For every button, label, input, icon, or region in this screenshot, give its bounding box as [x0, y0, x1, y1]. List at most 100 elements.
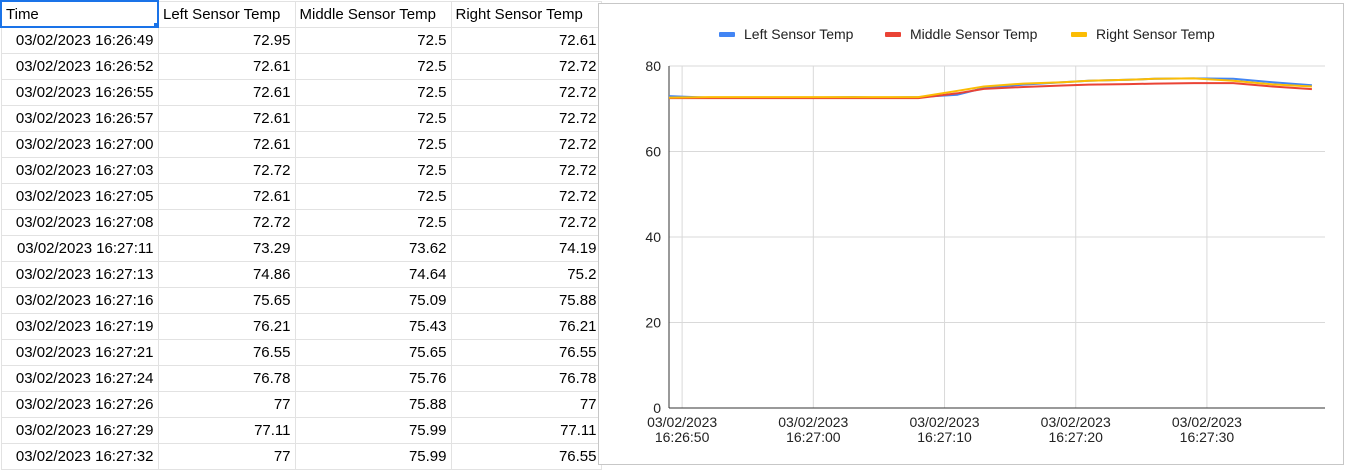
value-cell[interactable]: 72.72: [450, 78, 602, 106]
value-cell[interactable]: 72.61: [157, 52, 296, 80]
table-row: 03/02/2023 16:26:49 72.95 72.5 72.61: [0, 26, 602, 54]
time-cell[interactable]: 03/02/2023 16:27:19: [0, 312, 159, 340]
legend-swatch-right: [1071, 32, 1087, 37]
table-row: 03/02/2023 16:27:24 76.78 75.76 76.78: [0, 364, 602, 392]
time-cell[interactable]: 03/02/2023 16:27:32: [0, 442, 159, 470]
x-tick-label-time: 16:27:10: [917, 429, 972, 445]
value-cell[interactable]: 72.72: [450, 130, 602, 158]
value-cell[interactable]: 76.78: [450, 364, 602, 392]
table-row: 03/02/2023 16:27:03 72.72 72.5 72.72: [0, 156, 602, 184]
value-cell[interactable]: 72.61: [157, 78, 296, 106]
line-chart[interactable]: 0 20 40 60 80 03/02/2023 16:26:50 03/02/2023 16:…: [598, 3, 1344, 465]
value-cell[interactable]: 74.64: [294, 260, 452, 288]
value-cell[interactable]: 77: [450, 390, 602, 418]
value-cell[interactable]: 72.95: [157, 26, 296, 54]
value-cell[interactable]: 72.72: [450, 52, 602, 80]
value-cell[interactable]: 75.2: [450, 260, 602, 288]
time-cell[interactable]: 03/02/2023 16:27:24: [0, 364, 159, 392]
value-cell[interactable]: 76.55: [157, 338, 296, 366]
value-cell[interactable]: 72.61: [157, 182, 296, 210]
value-cell[interactable]: 72.5: [294, 130, 452, 158]
time-cell[interactable]: 03/02/2023 16:27:08: [0, 208, 159, 236]
value-cell[interactable]: 72.61: [157, 104, 296, 132]
x-tick-label-date: 03/02/2023: [909, 414, 979, 430]
time-cell[interactable]: 03/02/2023 16:27:21: [0, 338, 159, 366]
value-cell[interactable]: 73.62: [294, 234, 452, 262]
x-tick-label-time: 16:27:20: [1048, 429, 1103, 445]
time-cell[interactable]: 03/02/2023 16:26:57: [0, 104, 159, 132]
value-cell[interactable]: 76.55: [450, 338, 602, 366]
x-tick-label-time: 16:26:50: [655, 429, 710, 445]
value-cell[interactable]: 75.88: [294, 390, 452, 418]
value-cell[interactable]: 72.72: [157, 156, 296, 184]
value-cell[interactable]: 72.61: [450, 26, 602, 54]
header-cell-left[interactable]: Left Sensor Temp: [157, 0, 296, 28]
value-cell[interactable]: 72.72: [450, 208, 602, 236]
value-cell[interactable]: 76.78: [157, 364, 296, 392]
value-cell[interactable]: 72.72: [450, 182, 602, 210]
value-cell[interactable]: 74.19: [450, 234, 602, 262]
legend-label-middle: Middle Sensor Temp: [910, 26, 1038, 42]
value-cell[interactable]: 72.5: [294, 26, 452, 54]
table-row: 03/02/2023 16:27:32 77 75.99 76.55: [0, 442, 602, 470]
value-cell[interactable]: 77.11: [157, 416, 296, 444]
selection-fill-handle[interactable]: [153, 22, 156, 26]
value-cell[interactable]: 72.5: [294, 208, 452, 236]
value-cell[interactable]: 72.72: [157, 208, 296, 236]
table-row: 03/02/2023 16:27:05 72.61 72.5 72.72: [0, 182, 602, 210]
x-tick-label-date: 03/02/2023: [1172, 414, 1242, 430]
table-row: 03/02/2023 16:26:55 72.61 72.5 72.72: [0, 78, 602, 106]
value-cell[interactable]: 75.65: [294, 338, 452, 366]
time-cell[interactable]: 03/02/2023 16:27:26: [0, 390, 159, 418]
value-cell[interactable]: 72.72: [450, 104, 602, 132]
value-cell[interactable]: 77.11: [450, 416, 602, 444]
value-cell[interactable]: 75.88: [450, 286, 602, 314]
x-tick-label-date: 03/02/2023: [1041, 414, 1111, 430]
x-tick-label-time: 16:27:30: [1180, 429, 1235, 445]
table-row: 03/02/2023 16:26:57 72.61 72.5 72.72: [0, 104, 602, 132]
table-row: 03/02/2023 16:27:26 77 75.88 77: [0, 390, 602, 418]
value-cell[interactable]: 76.21: [450, 312, 602, 340]
time-cell[interactable]: 03/02/2023 16:27:13: [0, 260, 159, 288]
legend-label-right: Right Sensor Temp: [1096, 26, 1215, 42]
time-cell[interactable]: 03/02/2023 16:27:05: [0, 182, 159, 210]
time-cell[interactable]: 03/02/2023 16:26:55: [0, 78, 159, 106]
value-cell[interactable]: 72.5: [294, 182, 452, 210]
time-cell[interactable]: 03/02/2023 16:26:49: [0, 26, 159, 54]
value-cell[interactable]: 75.99: [294, 416, 452, 444]
time-cell[interactable]: 03/02/2023 16:27:16: [0, 286, 159, 314]
header-cell-right[interactable]: Right Sensor Temp: [450, 0, 602, 28]
time-cell[interactable]: 03/02/2023 16:27:29: [0, 416, 159, 444]
header-row: Time Left Sensor Temp Middle Sensor Temp…: [0, 0, 602, 29]
spreadsheet-table: Time Left Sensor Temp Middle Sensor Temp…: [0, 0, 602, 470]
time-cell[interactable]: 03/02/2023 16:27:11: [0, 234, 159, 262]
value-cell[interactable]: 72.5: [294, 104, 452, 132]
header-cell-middle[interactable]: Middle Sensor Temp: [294, 0, 452, 28]
value-cell[interactable]: 72.5: [294, 156, 452, 184]
x-tick-label-date: 03/02/2023: [778, 414, 848, 430]
time-cell[interactable]: 03/02/2023 16:26:52: [0, 52, 159, 80]
value-cell[interactable]: 75.99: [294, 442, 452, 470]
value-cell[interactable]: 72.61: [157, 130, 296, 158]
value-cell[interactable]: 75.76: [294, 364, 452, 392]
table-row: 03/02/2023 16:27:19 76.21 75.43 76.21: [0, 312, 602, 340]
x-tick-label-date: 03/02/2023: [647, 414, 717, 430]
value-cell[interactable]: 75.43: [294, 312, 452, 340]
value-cell[interactable]: 76.55: [450, 442, 602, 470]
value-cell[interactable]: 72.72: [450, 156, 602, 184]
table-row: 03/02/2023 16:27:16 75.65 75.09 75.88: [0, 286, 602, 314]
value-cell[interactable]: 74.86: [157, 260, 296, 288]
value-cell[interactable]: 77: [157, 442, 296, 470]
header-cell-time[interactable]: Time: [0, 0, 159, 29]
time-cell[interactable]: 03/02/2023 16:27:03: [0, 156, 159, 184]
time-cell[interactable]: 03/02/2023 16:27:00: [0, 130, 159, 158]
value-cell[interactable]: 77: [157, 390, 296, 418]
value-cell[interactable]: 76.21: [157, 312, 296, 340]
value-cell[interactable]: 73.29: [157, 234, 296, 262]
value-cell[interactable]: 75.09: [294, 286, 452, 314]
value-cell[interactable]: 72.5: [294, 52, 452, 80]
y-tick-label: 40: [645, 229, 661, 245]
value-cell[interactable]: 72.5: [294, 78, 452, 106]
legend-label-left: Left Sensor Temp: [744, 26, 854, 42]
value-cell[interactable]: 75.65: [157, 286, 296, 314]
